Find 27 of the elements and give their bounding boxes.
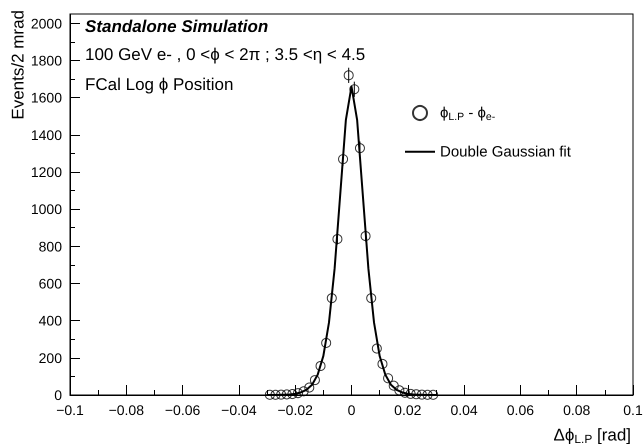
y-tick-label: 1600 <box>30 90 62 106</box>
annotation: FCal Log ϕ Position <box>85 75 234 94</box>
y-tick-label: 400 <box>38 312 62 329</box>
y-tick-label: 0 <box>54 387 62 403</box>
y-tick-label: 1800 <box>30 52 62 68</box>
x-tick-label: 0.02 <box>394 402 422 418</box>
x-tick-label: 0 <box>348 402 356 418</box>
x-tick-label: 0.06 <box>506 402 534 418</box>
x-tick-label: −0.02 <box>277 402 314 418</box>
x-tick-label: 0.1 <box>623 402 643 418</box>
chart-title: Standalone Simulation <box>85 17 268 36</box>
y-tick-label: 600 <box>38 275 62 292</box>
y-axis-title: Events/2 mrad <box>8 10 28 120</box>
y-tick-label: 1200 <box>30 164 62 180</box>
x-tick-label: −0.08 <box>108 402 144 418</box>
y-tick-label: 2000 <box>30 15 62 32</box>
x-tick-label: −0.1 <box>56 402 84 418</box>
y-tick-label: 800 <box>38 238 62 254</box>
y-tick-label: 200 <box>38 350 62 366</box>
x-tick-label: −0.06 <box>164 402 201 418</box>
legend-label: Double Gaussian fit <box>440 143 572 160</box>
y-tick-label: 1400 <box>30 126 62 143</box>
y-tick-label: 1000 <box>30 201 62 218</box>
x-tick-label: −0.04 <box>221 402 257 418</box>
x-tick-label: 0.04 <box>450 402 478 418</box>
x-tick-label: 0.08 <box>563 402 591 418</box>
annotation: 100 GeV e- , 0 <ϕ < 2π ; 3.5 <η < 4.5 <box>85 45 366 64</box>
